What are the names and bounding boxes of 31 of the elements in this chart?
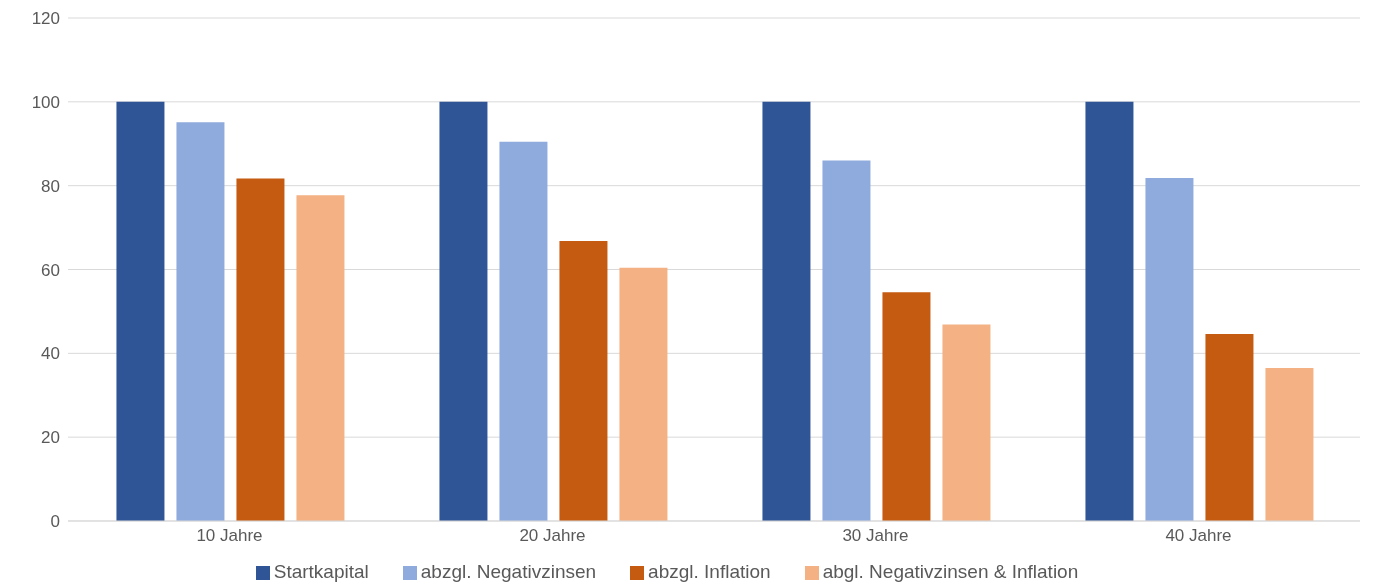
bar — [1265, 368, 1314, 521]
y-tick-label: 100 — [31, 92, 60, 112]
bar — [1145, 178, 1194, 521]
bar — [619, 267, 668, 521]
legend-label: abzgl. Inflation — [648, 561, 771, 582]
bar — [499, 141, 548, 521]
bar — [1085, 101, 1134, 521]
x-tick-label: 40 Jahre — [1165, 526, 1232, 546]
y-tick-label: 80 — [41, 176, 60, 196]
bar — [1205, 334, 1254, 521]
bar — [762, 101, 811, 521]
bar — [176, 122, 225, 521]
legend-label: Startkapital — [273, 561, 369, 582]
y-tick-label: 40 — [41, 344, 60, 364]
bar — [439, 101, 488, 521]
y-tick-label: 20 — [41, 428, 60, 448]
y-tick-label: 60 — [41, 260, 60, 280]
bar — [116, 101, 165, 521]
x-tick-label: 30 Jahre — [842, 526, 909, 546]
legend-label: abzgl. Negativzinsen — [420, 561, 597, 582]
legend-label: abgl. Negativzinsen & Inflation — [822, 561, 1079, 582]
bar — [559, 241, 608, 521]
x-tick-label: 20 Jahre — [519, 526, 586, 546]
bar — [942, 324, 991, 521]
y-tick-label: 120 — [31, 9, 60, 29]
bar — [296, 195, 345, 521]
bar — [882, 292, 931, 521]
y-tick-label: 0 — [50, 512, 60, 532]
x-tick-label: 10 Jahre — [196, 526, 263, 546]
bar — [822, 160, 871, 521]
bar — [236, 178, 285, 521]
